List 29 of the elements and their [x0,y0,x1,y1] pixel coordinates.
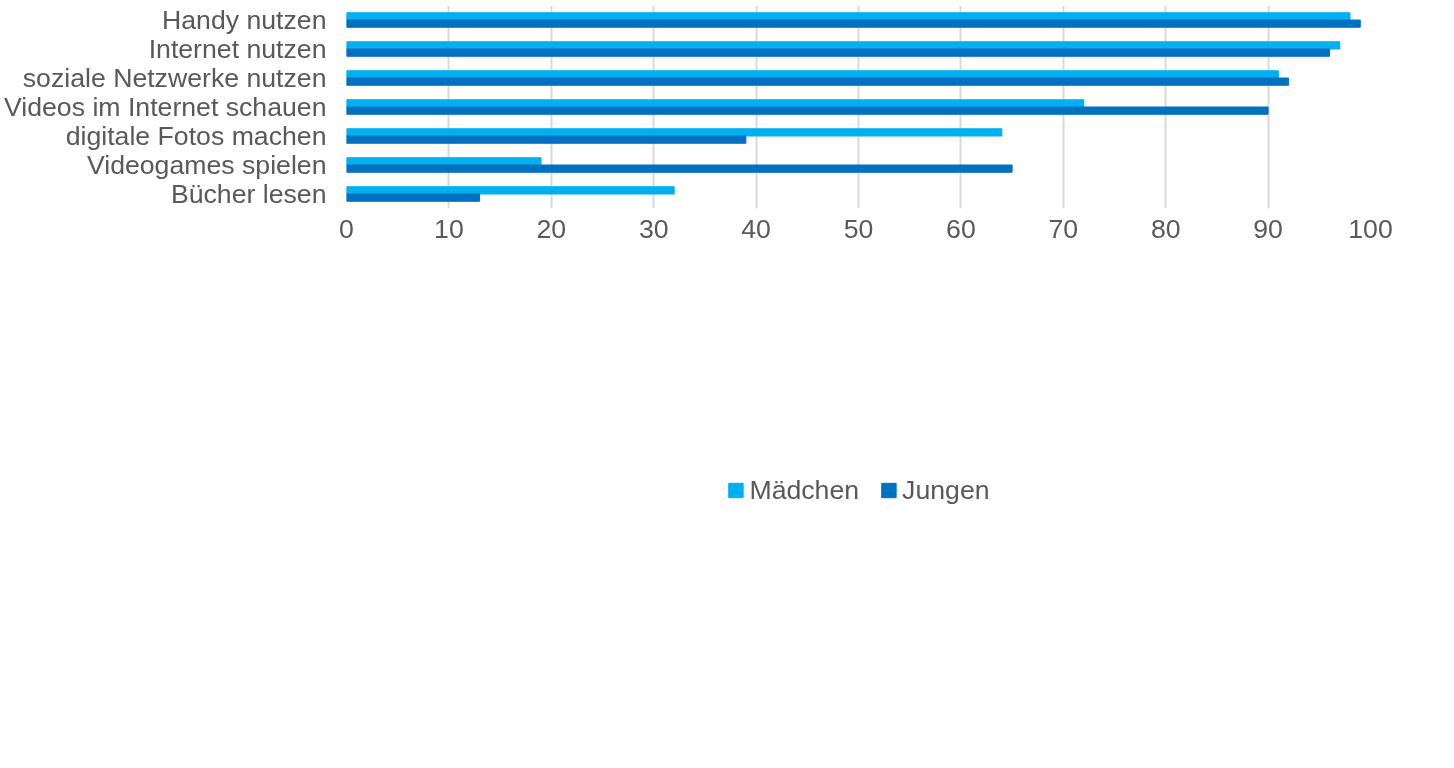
bar [346,106,1269,115]
x-tick-label: 70 [1048,213,1079,244]
bar [346,193,481,202]
y-tick-label: soziale Netzwerke nutzen [22,63,327,93]
x-tick-label: 30 [638,213,669,244]
bar [346,135,747,144]
x-tick-label: 40 [741,213,771,244]
bar [346,48,1331,57]
x-tick-label: 80 [1150,213,1181,244]
y-tick-label: Internet nutzen [148,34,327,64]
y-tick-label: Videogames spielen [86,150,327,180]
bar [346,19,1361,28]
legend-label: Mädchen [749,474,860,506]
x-tick-label: 50 [843,213,874,244]
y-tick-label: Handy nutzen [162,5,327,35]
legend-label: Jungen [902,474,990,506]
y-tick-label: digitale Fotos machen [65,121,327,151]
x-tick-label: 100 [1348,213,1393,244]
x-tick-label: 60 [946,213,976,244]
y-tick-label: Videos im Internet schauen [3,92,327,122]
bar [346,77,1290,86]
x-tick-label: 0 [339,213,354,244]
x-tick-label: 10 [434,213,464,244]
x-tick-label: 90 [1253,213,1283,244]
bar [346,128,1003,137]
x-tick-label: 20 [536,213,567,244]
y-tick-label: Bücher lesen [170,179,327,209]
bar [346,164,1013,173]
bar [346,186,675,195]
